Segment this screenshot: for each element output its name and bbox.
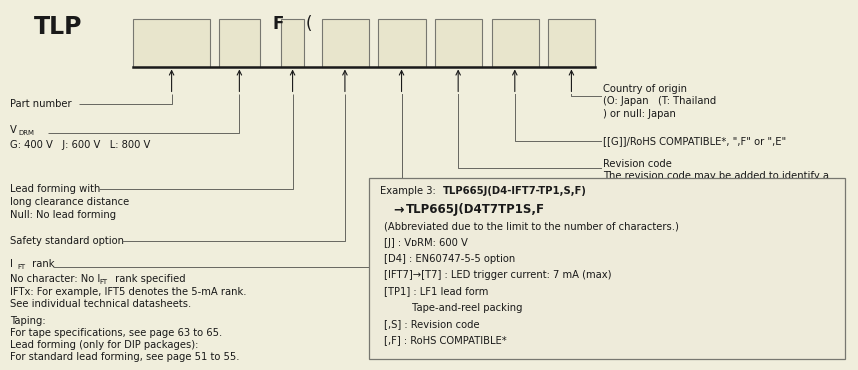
FancyBboxPatch shape	[281, 18, 304, 67]
FancyBboxPatch shape	[219, 18, 260, 67]
Text: Lead forming (only for DIP packages):: Lead forming (only for DIP packages):	[10, 340, 199, 350]
Text: TLP665J(D4T7TP1S,F: TLP665J(D4T7TP1S,F	[406, 204, 545, 216]
Text: [,S] : Revision code: [,S] : Revision code	[384, 319, 480, 329]
FancyBboxPatch shape	[322, 18, 369, 67]
Text: [TP1] : LF1 lead form: [TP1] : LF1 lead form	[384, 286, 489, 296]
Text: →: →	[393, 204, 403, 216]
Text: F: F	[273, 15, 284, 33]
Text: Taping:: Taping:	[10, 316, 46, 326]
FancyBboxPatch shape	[548, 18, 595, 67]
Text: [,F] : RoHS COMPATIBLE*: [,F] : RoHS COMPATIBLE*	[384, 335, 507, 345]
Text: rank specified: rank specified	[112, 274, 185, 285]
Text: Safety standard option: Safety standard option	[10, 235, 124, 246]
Text: Lead forming with: Lead forming with	[10, 184, 100, 194]
Text: TLP665J(D4-IFT7-TP1,S,F): TLP665J(D4-IFT7-TP1,S,F)	[443, 186, 587, 196]
Text: G: 400 V   J: 600 V   L: 800 V: G: 400 V J: 600 V L: 800 V	[10, 140, 151, 150]
FancyBboxPatch shape	[369, 178, 845, 359]
Text: (: (	[305, 15, 311, 33]
Text: See individual technical datasheets.: See individual technical datasheets.	[10, 299, 191, 309]
FancyBboxPatch shape	[435, 18, 482, 67]
Text: Country of origin: Country of origin	[603, 84, 687, 94]
Text: (O: Japan   (T: Thailand: (O: Japan (T: Thailand	[603, 96, 716, 107]
Text: V: V	[10, 125, 17, 135]
Text: revision of a device. For details, contact your: revision of a device. For details, conta…	[603, 183, 828, 194]
Text: nearest Toshiba sales representative.: nearest Toshiba sales representative.	[603, 195, 789, 206]
Text: [[G]]/RoHS COMPATIBLE*, ",F" or ",E": [[G]]/RoHS COMPATIBLE*, ",F" or ",E"	[603, 135, 787, 146]
Text: rank: rank	[29, 259, 55, 269]
Text: I: I	[10, 259, 13, 269]
Text: For tape specifications, see page 63 to 65.: For tape specifications, see page 63 to …	[10, 328, 222, 338]
FancyBboxPatch shape	[378, 18, 426, 67]
Text: IFTx: For example, IFT5 denotes the 5-mA rank.: IFTx: For example, IFT5 denotes the 5-mA…	[10, 286, 247, 297]
Text: For standard lead forming, see page 51 to 55.: For standard lead forming, see page 51 t…	[10, 352, 239, 363]
Text: FT: FT	[100, 279, 107, 285]
Text: [J] : VᴅRM: 600 V: [J] : VᴅRM: 600 V	[384, 238, 468, 248]
Text: Null: No lead forming: Null: No lead forming	[10, 209, 117, 220]
Text: TLP: TLP	[34, 15, 83, 39]
Text: [IFT7]→[T7] : LED trigger current: 7 mA (max): [IFT7]→[T7] : LED trigger current: 7 mA …	[384, 270, 612, 280]
FancyBboxPatch shape	[133, 18, 210, 67]
Text: Revision code: Revision code	[603, 158, 672, 169]
Text: (Abbreviated due to the limit to the number of characters.): (Abbreviated due to the limit to the num…	[384, 221, 680, 231]
Text: DRM: DRM	[18, 130, 34, 137]
Text: Tape-and-reel packing: Tape-and-reel packing	[384, 303, 523, 313]
FancyBboxPatch shape	[492, 18, 539, 67]
Text: FT: FT	[17, 264, 25, 270]
Text: long clearance distance: long clearance distance	[10, 196, 130, 207]
Text: No character: No I: No character: No I	[10, 274, 100, 285]
Text: Part number: Part number	[10, 98, 72, 109]
Text: Example 3:: Example 3:	[380, 186, 439, 196]
Text: The revision code may be added to identify a: The revision code may be added to identi…	[603, 171, 829, 181]
Text: [D4] : EN60747-5-5 option: [D4] : EN60747-5-5 option	[384, 254, 516, 264]
Text: ) or null: Japan: ) or null: Japan	[603, 108, 676, 119]
